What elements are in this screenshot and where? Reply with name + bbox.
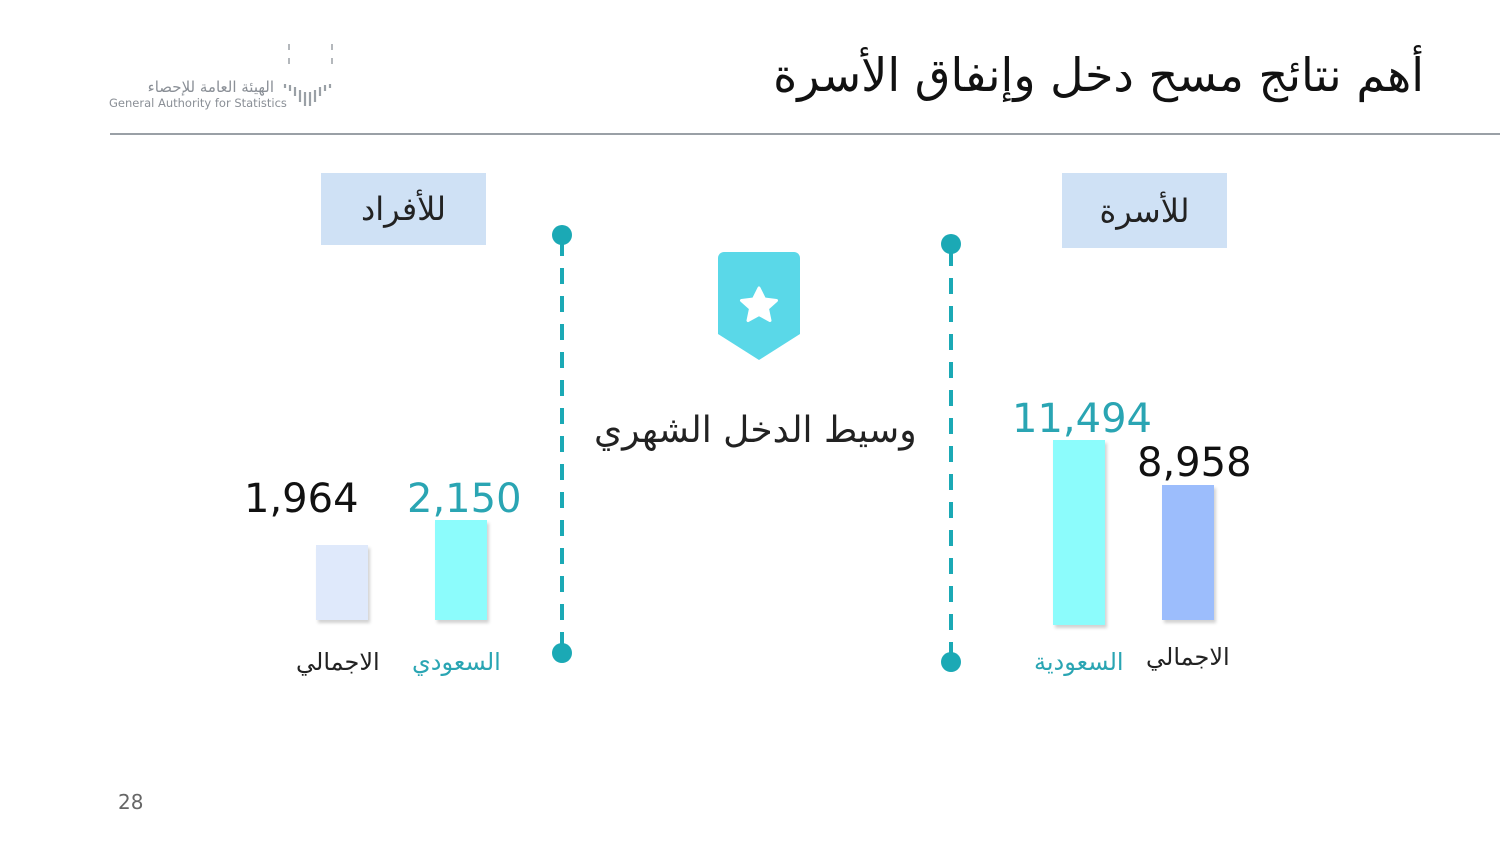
gastat-logo-icon (283, 44, 333, 106)
individuals-tag: للأفراد (321, 173, 486, 245)
timeline-dot-top-left (552, 225, 572, 245)
bar-value-household-total: 8,958 (1137, 440, 1252, 486)
bar-household-saudi (1053, 440, 1105, 625)
dashed-divider-left (560, 240, 564, 650)
household-tag: للأسرة (1062, 173, 1227, 248)
timeline-dot-bottom-left (552, 643, 572, 663)
page-title: أهم نتائج مسح دخل وإنفاق الأسرة (773, 48, 1424, 102)
bar-label-household-total: الاجمالي (1146, 643, 1230, 671)
logo-name-ar: الهيئة العامة للإحصاء (147, 78, 274, 96)
bar-value-individuals-total: 1,964 (244, 476, 359, 522)
bar-household-total (1162, 485, 1214, 620)
timeline-dot-bottom-right (941, 652, 961, 672)
bar-label-individuals-total: الاجمالي (296, 648, 380, 676)
star-badge-icon (718, 252, 800, 360)
logo-name-en: General Authority for Statistics (109, 96, 287, 110)
median-income-label: وسيط الدخل الشهري (594, 410, 917, 451)
bar-individuals-saudi (435, 520, 487, 620)
bar-value-individuals-saudi: 2,150 (407, 476, 522, 522)
bar-label-household-saudi: السعودية (1034, 648, 1124, 676)
dashed-divider-right (949, 250, 953, 660)
timeline-dot-top-right (941, 234, 961, 254)
bar-individuals-total (316, 545, 368, 620)
page-number: 28 (118, 790, 144, 814)
bar-label-individuals-saudi: السعودي (412, 648, 501, 676)
title-divider (110, 133, 1500, 135)
bar-value-household-saudi: 11,494 (1012, 396, 1152, 442)
